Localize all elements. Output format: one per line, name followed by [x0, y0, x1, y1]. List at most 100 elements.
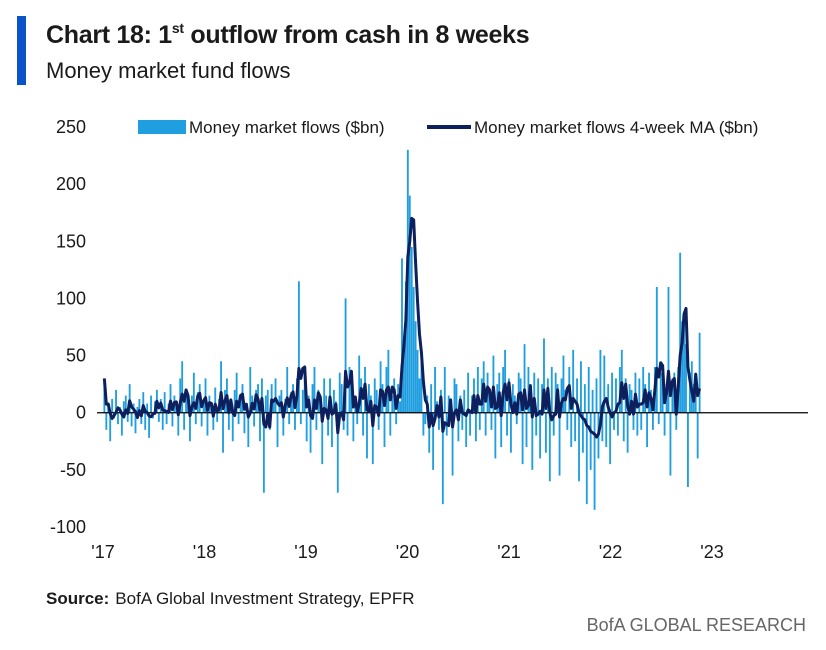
flow-bar: [253, 412, 256, 427]
flow-bar: [616, 412, 619, 436]
flow-bar: [321, 412, 324, 465]
flow-bar: [122, 401, 125, 413]
flow-bar: [601, 412, 604, 442]
flow-bar: [646, 412, 649, 447]
flow-bar: [687, 412, 689, 487]
flow-bar: [675, 412, 678, 430]
flow-bar: [463, 389, 466, 413]
x-tick-label: '17: [91, 542, 114, 562]
flow-bar: [698, 332, 701, 413]
flow-bar: [261, 378, 263, 413]
flow-bar: [305, 412, 308, 442]
ma-line: [102, 216, 702, 439]
flow-bar: [533, 372, 536, 413]
flow-bar: [177, 412, 180, 436]
flow-bar: [539, 412, 542, 459]
flow-bar: [367, 384, 370, 413]
flow-bar: [521, 412, 524, 465]
flow-bar: [366, 412, 368, 459]
y-tick-label: 150: [56, 231, 86, 251]
flow-bar: [138, 399, 141, 413]
flow-bar: [570, 412, 573, 447]
flow-bar: [603, 355, 606, 413]
flow-bar: [311, 384, 314, 413]
flow-bar: [681, 321, 684, 413]
flow-bar: [679, 252, 682, 413]
flow-bar: [338, 372, 341, 413]
flow-bar: [591, 389, 594, 413]
flow-bar: [537, 378, 540, 413]
flow-bar: [484, 412, 487, 436]
flow-bar: [599, 349, 602, 413]
flow-bar: [148, 412, 151, 438]
flow-bar: [185, 389, 187, 413]
flow-bar: [636, 412, 639, 436]
flow-bar: [455, 384, 458, 413]
y-tick-label: -50: [60, 460, 86, 480]
flow-bar: [202, 401, 205, 413]
flow-bar: [387, 349, 390, 413]
flow-bar: [430, 384, 433, 413]
flow-bar: [243, 412, 246, 434]
flow-bar: [640, 412, 643, 430]
accent-bar: [17, 16, 26, 85]
flow-bar: [391, 395, 394, 413]
flow-bar: [589, 412, 592, 470]
title-superscript: st: [171, 20, 184, 36]
flow-bar: [358, 355, 361, 413]
y-tick-label: -100: [50, 517, 86, 537]
flow-bar: [476, 367, 479, 413]
flow-bar: [424, 412, 427, 425]
flow-bar: [231, 412, 234, 442]
x-axis-ticks: '17 '18 '19 '20 '21 '22 '23: [91, 542, 723, 562]
flow-bar: [469, 412, 471, 436]
flow-bar: [661, 378, 664, 413]
flow-bar: [554, 372, 557, 413]
flow-bar: [161, 412, 164, 430]
flow-bar: [506, 412, 508, 436]
flow-bar: [383, 412, 386, 447]
flow-bar: [371, 412, 374, 465]
flow-bar: [194, 412, 197, 425]
x-tick-label: '22: [599, 542, 622, 562]
flow-bar: [297, 281, 300, 413]
flow-bar: [607, 384, 610, 413]
flow-bar: [163, 392, 166, 413]
flow-bar: [227, 412, 230, 430]
flow-bar: [126, 412, 129, 422]
flow-bar: [443, 367, 446, 413]
flow-bar: [451, 412, 454, 476]
flow-bar: [638, 378, 641, 413]
flow-bar: [447, 395, 450, 413]
flow-bar: [461, 412, 464, 430]
flow-bar: [150, 395, 152, 413]
flow-bar: [134, 412, 137, 434]
flow-bar: [655, 287, 658, 413]
flow-bar: [144, 412, 147, 430]
flow-bar: [683, 315, 685, 413]
flow-bar: [550, 367, 553, 413]
flow-bar: [235, 372, 238, 413]
flow-bar: [474, 412, 477, 442]
x-tick-label: '20: [396, 542, 419, 562]
flow-bar: [111, 399, 114, 413]
flow-bar: [323, 378, 326, 413]
flow-bar: [136, 407, 139, 413]
legend: Money market flows ($bn) Money market fl…: [138, 118, 758, 137]
flow-bar: [169, 384, 172, 413]
bar-series: [103, 149, 701, 510]
flow-bar: [465, 412, 468, 447]
flow-bar: [301, 389, 304, 413]
flow-bar: [183, 412, 186, 430]
flow-bar: [325, 395, 328, 413]
flow-bar: [375, 389, 378, 413]
flow-bar: [233, 389, 236, 413]
flow-bar: [574, 412, 577, 442]
flow-bar: [535, 412, 538, 436]
flow-bar: [583, 384, 586, 413]
flow-bar: [548, 412, 551, 482]
flow-bar: [272, 401, 275, 413]
flow-bar: [331, 412, 333, 447]
flow-bar: [332, 389, 335, 413]
flow-bar: [266, 389, 269, 413]
